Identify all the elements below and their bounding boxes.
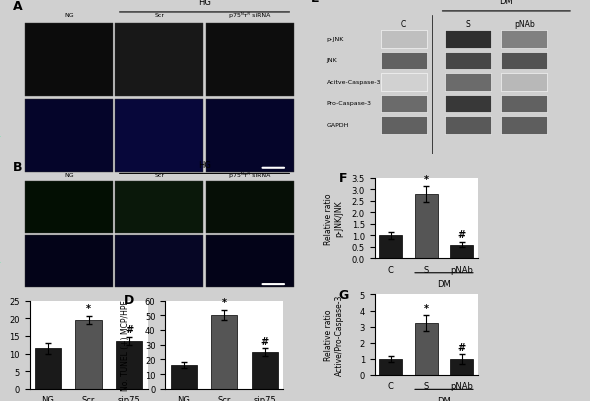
Text: Pro-Caspase-3: Pro-Caspase-3 (327, 101, 372, 106)
Bar (502, 31, 548, 49)
Text: #: # (261, 336, 268, 346)
Text: TUNEL: TUNEL (0, 199, 2, 216)
Text: E: E (312, 0, 320, 5)
Text: NG: NG (64, 12, 74, 18)
Bar (445, 53, 491, 70)
Y-axis label: No. TUNEL (+) MCP/HPF: No. TUNEL (+) MCP/HPF (121, 300, 130, 390)
Text: S: S (466, 20, 470, 29)
Text: TUNEL/DAPI: TUNEL/DAPI (0, 121, 2, 152)
Text: pNAb: pNAb (514, 20, 535, 29)
Text: HG: HG (198, 161, 211, 170)
Bar (211, 316, 237, 389)
Bar (206, 236, 294, 288)
Text: F: F (339, 172, 347, 185)
Text: Scr: Scr (155, 172, 164, 177)
Bar (415, 324, 438, 375)
Bar (116, 24, 203, 97)
Bar (116, 236, 203, 288)
Y-axis label: Relative ratio
p-JNK/JNK: Relative ratio p-JNK/JNK (324, 193, 343, 244)
Bar (381, 74, 427, 91)
Text: DM: DM (500, 0, 513, 6)
Bar (116, 182, 203, 233)
Text: JNK: JNK (327, 58, 337, 63)
Bar (450, 245, 473, 259)
Text: Acitve-Caspase-3: Acitve-Caspase-3 (327, 80, 381, 85)
Text: HG: HG (198, 0, 211, 7)
Bar (116, 341, 142, 389)
Text: TUNEL/DAPI: TUNEL/DAPI (0, 246, 2, 277)
Bar (25, 182, 113, 233)
Text: *: * (86, 303, 91, 313)
Text: GAPDH: GAPDH (327, 122, 349, 128)
Text: #: # (458, 342, 466, 352)
Bar (171, 365, 197, 389)
Bar (25, 236, 113, 288)
Bar (502, 117, 548, 134)
Bar (502, 53, 548, 70)
Bar (445, 74, 491, 91)
Bar (206, 24, 294, 97)
Bar (445, 95, 491, 113)
Text: DM: DM (437, 279, 451, 288)
Bar (379, 236, 402, 259)
Text: #: # (458, 230, 466, 240)
Text: NG: NG (64, 172, 74, 177)
Text: *: * (222, 298, 227, 308)
Bar (381, 95, 427, 113)
Bar (502, 74, 548, 91)
Bar (379, 359, 402, 375)
Bar (116, 100, 203, 173)
Bar (381, 117, 427, 134)
Bar (445, 117, 491, 134)
Bar (251, 352, 278, 389)
Bar (25, 100, 113, 173)
Text: *: * (424, 174, 429, 184)
Text: p75ᴺᴛᴿ siRNA: p75ᴺᴛᴿ siRNA (229, 12, 270, 18)
Text: p-JNK: p-JNK (327, 37, 344, 42)
Bar (76, 320, 101, 389)
Text: G: G (339, 288, 349, 301)
Bar (25, 24, 113, 97)
Bar (502, 95, 548, 113)
Text: Scr: Scr (155, 12, 164, 18)
Bar (206, 182, 294, 233)
Bar (415, 194, 438, 259)
Text: *: * (424, 303, 429, 313)
Bar (381, 53, 427, 70)
Text: DM: DM (437, 396, 451, 401)
Bar (445, 31, 491, 49)
Text: p75ᴺᴛᴿ siRNA: p75ᴺᴛᴿ siRNA (229, 171, 270, 177)
Bar (35, 348, 61, 389)
Text: #: # (125, 324, 133, 334)
Bar (381, 31, 427, 49)
Text: C: C (401, 20, 407, 29)
Text: D: D (124, 294, 134, 307)
Text: TUNEL: TUNEL (0, 52, 2, 69)
Y-axis label: Relative ratio
Active/Pro-Caspase-3: Relative ratio Active/Pro-Caspase-3 (324, 294, 343, 375)
Bar (450, 359, 473, 375)
Bar (206, 100, 294, 173)
Text: B: B (13, 161, 22, 174)
Text: A: A (13, 0, 22, 13)
